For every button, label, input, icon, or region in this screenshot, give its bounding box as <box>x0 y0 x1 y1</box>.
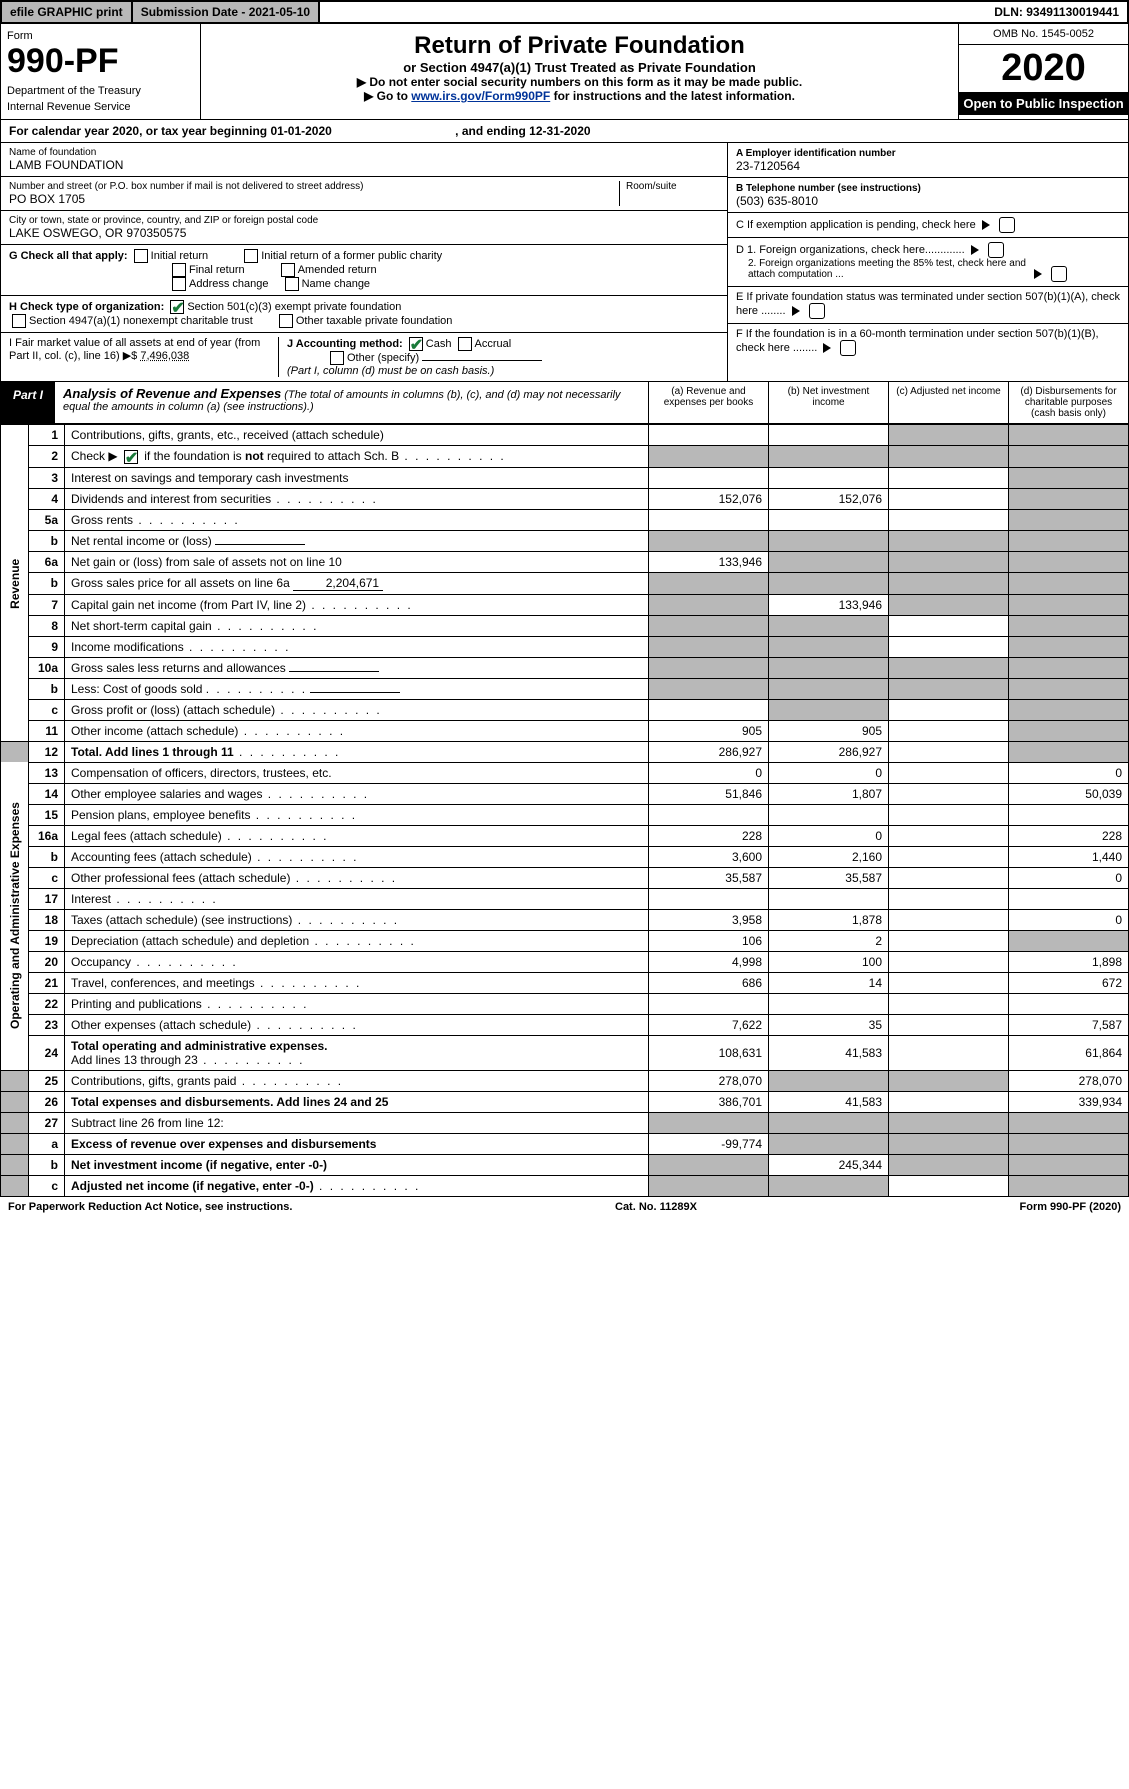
name-label: Name of foundation <box>9 147 719 158</box>
chk-d1[interactable] <box>988 242 1004 258</box>
info-grid: Name of foundation LAMB FOUNDATION Numbe… <box>0 143 1129 382</box>
fmv-value: 7,496,038 <box>140 350 189 362</box>
h-row: H Check type of organization: Section 50… <box>1 296 727 333</box>
top-bar: efile GRAPHIC print Submission Date - 20… <box>0 0 1129 24</box>
part1-desc: Analysis of Revenue and Expenses (The to… <box>55 382 648 423</box>
chk-f[interactable] <box>840 340 856 356</box>
chk-501c3[interactable] <box>170 300 184 314</box>
chk-schb[interactable] <box>124 450 138 464</box>
oae-label: Operating and Administrative Expenses <box>1 762 29 1070</box>
chk-accrual[interactable] <box>458 337 472 351</box>
col-d: (d) Disbursements for charitable purpose… <box>1008 382 1128 423</box>
irs: Internal Revenue Service <box>7 101 194 113</box>
header-left: Form 990-PF Department of the Treasury I… <box>1 24 201 119</box>
chk-final[interactable] <box>172 263 186 277</box>
column-headers: (a) Revenue and expenses per books (b) N… <box>648 382 1128 423</box>
form-title: Return of Private Foundation <box>209 32 950 60</box>
header-right: OMB No. 1545-0052 2020 Open to Public In… <box>958 24 1128 119</box>
city: LAKE OSWEGO, OR 970350575 <box>9 226 719 240</box>
c-row: C If exemption application is pending, c… <box>728 213 1128 238</box>
footer: For Paperwork Reduction Act Notice, see … <box>0 1197 1129 1217</box>
chk-initial-former[interactable] <box>244 249 258 263</box>
arrow-icon <box>982 220 990 230</box>
chk-amended[interactable] <box>281 263 295 277</box>
addr-label: Number and street (or P.O. box number if… <box>9 181 619 192</box>
chk-name[interactable] <box>285 277 299 291</box>
part1-tab: Part I <box>1 382 55 423</box>
footer-right: Form 990-PF (2020) <box>1020 1201 1121 1213</box>
part1-header: Part I Analysis of Revenue and Expenses … <box>0 382 1129 424</box>
efile-label: efile GRAPHIC print <box>2 2 133 22</box>
chk-address[interactable] <box>172 277 186 291</box>
chk-4947[interactable] <box>12 314 26 328</box>
main-table: Revenue 1Contributions, gifts, grants, e… <box>0 424 1129 1197</box>
col-a: (a) Revenue and expenses per books <box>648 382 768 423</box>
tel-row: B Telephone number (see instructions) (5… <box>728 178 1128 213</box>
arrow-icon <box>1034 269 1042 279</box>
arrow-icon <box>823 343 831 353</box>
header: Form 990-PF Department of the Treasury I… <box>0 24 1129 120</box>
i-label: I Fair market value of all assets at end… <box>9 337 260 362</box>
telephone: (503) 635-8010 <box>736 194 818 208</box>
d-row: D 1. Foreign organizations, check here..… <box>728 238 1128 287</box>
note-2: ▶ Go to www.irs.gov/Form990PF for instru… <box>209 89 950 103</box>
col-b: (b) Net investment income <box>768 382 888 423</box>
irs-link[interactable]: www.irs.gov/Form990PF <box>411 89 550 103</box>
chk-cash[interactable] <box>409 337 423 351</box>
arrow-icon <box>792 306 800 316</box>
foundation-name-row: Name of foundation LAMB FOUNDATION <box>1 143 727 177</box>
form-number: 990-PF <box>7 42 194 81</box>
foundation-name: LAMB FOUNDATION <box>9 158 719 172</box>
i-j-row: I Fair market value of all assets at end… <box>1 333 727 381</box>
chk-d2[interactable] <box>1051 266 1067 282</box>
arrow-icon <box>971 245 979 255</box>
omb: OMB No. 1545-0052 <box>959 24 1128 45</box>
chk-e[interactable] <box>809 303 825 319</box>
e-row: E If private foundation status was termi… <box>728 287 1128 324</box>
info-right: A Employer identification number 23-7120… <box>728 143 1128 381</box>
address: PO BOX 1705 <box>9 192 619 206</box>
footer-center: Cat. No. 11289X <box>615 1201 697 1213</box>
chk-initial[interactable] <box>134 249 148 263</box>
footer-left: For Paperwork Reduction Act Notice, see … <box>8 1201 292 1213</box>
submission-date: Submission Date - 2021-05-10 <box>133 2 320 22</box>
form-subtitle: or Section 4947(a)(1) Trust Treated as P… <box>209 60 950 75</box>
form-label: Form <box>7 30 194 42</box>
city-label: City or town, state or province, country… <box>9 215 719 226</box>
revenue-label: Revenue <box>1 425 29 742</box>
j-note: (Part I, column (d) must be on cash basi… <box>287 365 494 377</box>
open-public: Open to Public Inspection <box>959 92 1128 115</box>
ein-row: A Employer identification number 23-7120… <box>728 143 1128 178</box>
f-row: F If the foundation is in a 60-month ter… <box>728 324 1128 360</box>
dept: Department of the Treasury <box>7 85 194 97</box>
city-row: City or town, state or province, country… <box>1 211 727 245</box>
col-c: (c) Adjusted net income <box>888 382 1008 423</box>
info-left: Name of foundation LAMB FOUNDATION Numbe… <box>1 143 728 381</box>
chk-c[interactable] <box>999 217 1015 233</box>
header-center: Return of Private Foundation or Section … <box>201 24 958 119</box>
room-label: Room/suite <box>619 181 719 206</box>
dln: DLN: 93491130019441 <box>986 2 1127 22</box>
g-row: G Check all that apply: Initial return I… <box>1 245 727 296</box>
calendar-year: For calendar year 2020, or tax year begi… <box>0 120 1129 143</box>
tax-year: 2020 <box>959 45 1128 92</box>
ein: 23-7120564 <box>736 159 800 173</box>
chk-other-acct[interactable] <box>330 351 344 365</box>
address-row: Number and street (or P.O. box number if… <box>1 177 727 211</box>
chk-other-tax[interactable] <box>279 314 293 328</box>
note-1: ▶ Do not enter social security numbers o… <box>209 75 950 89</box>
